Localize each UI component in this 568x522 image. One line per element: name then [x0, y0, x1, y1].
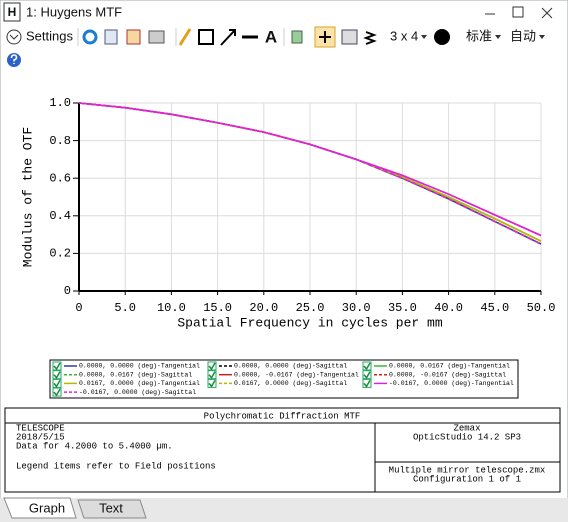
legend-check: [208, 362, 216, 371]
info-text: Multiple mirror telescope.zmx: [389, 465, 546, 475]
x-tick-label: 40.0: [434, 301, 463, 315]
info-text: Data for 4.2000 to 5.4000 µm.: [16, 441, 173, 451]
graph-tab[interactable]: [3, 497, 77, 519]
legend-checkbox: [362, 378, 372, 388]
lock-button[interactable]: [291, 30, 303, 44]
legend-checkbox: [52, 361, 62, 371]
legend-checkbox: [362, 361, 372, 371]
series-line: [78, 102, 542, 245]
legend-label: 0.0000, 0.0167 (deg)-Tangential: [389, 363, 510, 370]
layers-button[interactable]: [363, 31, 377, 45]
legend-check: [363, 362, 371, 371]
legend-label: 0.0000, -0.0167 (deg)-Sagittal: [389, 371, 506, 378]
layout-button[interactable]: 3 x 4: [390, 28, 418, 43]
help-icon: [10, 54, 18, 64]
clock-button[interactable]: [434, 29, 450, 45]
chevron: [539, 35, 545, 39]
legend-check: [208, 371, 216, 380]
info-text: Zemax: [453, 423, 480, 433]
legend-check: [53, 380, 61, 388]
legend-check: [53, 362, 61, 371]
rectangle-tool[interactable]: [198, 29, 214, 45]
pencil-tool[interactable]: [178, 28, 192, 46]
legend-label: 0.0000, 0.0000 (deg)-Tangential: [79, 363, 200, 370]
legend-check: [208, 380, 216, 388]
legend: [49, 359, 519, 399]
legend-check: [363, 371, 371, 380]
toolbar: Settings A 3 x 4 标准 自动: [6, 26, 545, 48]
app-icon-letter: H: [8, 5, 17, 19]
x-tick-label: 45.0: [480, 301, 509, 315]
x-tick-label: 30.0: [342, 301, 371, 315]
y-tick-label: 1.0: [49, 96, 71, 110]
legend-checkbox: [207, 361, 217, 371]
tab-label[interactable]: Text: [99, 500, 123, 515]
legend-checkbox: [207, 378, 217, 388]
x-axis-label: Spatial Frequency in cycles per mm: [177, 315, 442, 330]
info-text: 2018/5/15: [16, 432, 65, 442]
x-tick-label: 10.0: [157, 301, 186, 315]
text-tab[interactable]: [77, 499, 147, 519]
refresh-button[interactable]: [82, 29, 98, 45]
tab-label[interactable]: Graph: [29, 500, 65, 515]
y-tick-label: 0.2: [49, 247, 71, 261]
legend-checkbox: [207, 370, 217, 380]
maximize-button[interactable]: [512, 6, 524, 18]
x-tick-label: 25.0: [296, 301, 325, 315]
legend-checkbox: [52, 370, 62, 380]
x-tick-label: 20.0: [249, 301, 278, 315]
window-title: 1: Huygens MTF: [26, 4, 122, 19]
legend-label: 0.0000, 0.0167 (deg)-Sagittal: [79, 371, 192, 378]
legend-label: -0.0167, 0.0000 (deg)-Sagittal: [79, 389, 196, 396]
chevron: [495, 35, 501, 39]
x-tick-label: 50.0: [527, 301, 556, 315]
text-tool[interactable]: A: [265, 27, 277, 46]
settings-button[interactable]: Settings: [26, 28, 73, 43]
x-tick-label: 0: [75, 301, 82, 315]
auto-button[interactable]: 自动: [510, 28, 536, 43]
y-axis-label: Modulus of the OTF: [20, 127, 35, 267]
app-icon: [3, 2, 21, 22]
legend-check: [53, 371, 61, 380]
plot: 0 0.2 0.4 0.6 0.8 1.0 0 5.0 10.0 15.0 20.0 25.0 30.0…: [20, 96, 555, 330]
legend-label: 0.0167, 0.0000 (deg)-Tangential: [79, 380, 200, 387]
save-button[interactable]: [126, 29, 141, 45]
close-button[interactable]: [541, 7, 553, 19]
legend-checkbox: [362, 370, 372, 380]
legend-checkbox: [52, 387, 62, 397]
info-text: Legend items refer to Field positions: [16, 461, 216, 471]
info-box: Polychromatic Diffraction MTF TELESCOPE …: [4, 407, 561, 493]
info-text: TELESCOPE: [16, 423, 65, 433]
legend-checkbox: [52, 378, 62, 388]
legend-label: 0.0167, 0.0000 (deg)-Sagittal: [234, 380, 347, 387]
y-tick-label: 0: [64, 284, 71, 298]
arrow-tool[interactable]: [220, 29, 236, 46]
settings-toggle[interactable]: [6, 29, 22, 45]
print-button[interactable]: [148, 30, 165, 44]
pin-icon: [319, 31, 331, 43]
copy-button[interactable]: [104, 29, 118, 45]
chevron: [421, 35, 427, 39]
chevron: [9, 34, 19, 40]
x-tick-label: 5.0: [114, 301, 136, 315]
info-text: OpticStudio 14.2 SP3: [413, 432, 521, 442]
legend-check: [363, 380, 371, 388]
legend-label: -0.0167, 0.0000 (deg)-Tangential: [389, 380, 514, 387]
window-button[interactable]: [341, 29, 358, 45]
info-frame: [4, 407, 561, 493]
info-text: Configuration 1 of 1: [413, 474, 521, 484]
info-title: Polychromatic Diffraction MTF: [204, 411, 361, 421]
legend-check: [53, 388, 61, 397]
legend-label: 0.0000, 0.0000 (deg)-Sagittal: [234, 363, 347, 370]
y-tick-label: 0.8: [49, 134, 71, 148]
y-tick-label: 0.6: [49, 171, 71, 185]
y-tick-label: 0.4: [49, 209, 71, 223]
x-tick-label: 35.0: [388, 301, 417, 315]
standard-button[interactable]: 标准: [466, 28, 492, 43]
x-tick-label: 15.0: [203, 301, 232, 315]
legend-items: 0.0000, 0.0000 (deg)-Tangential 0.0000, 0…: [52, 361, 514, 397]
legend-label: 0.0000, -0.0167 (deg)-Tangential: [234, 371, 359, 378]
